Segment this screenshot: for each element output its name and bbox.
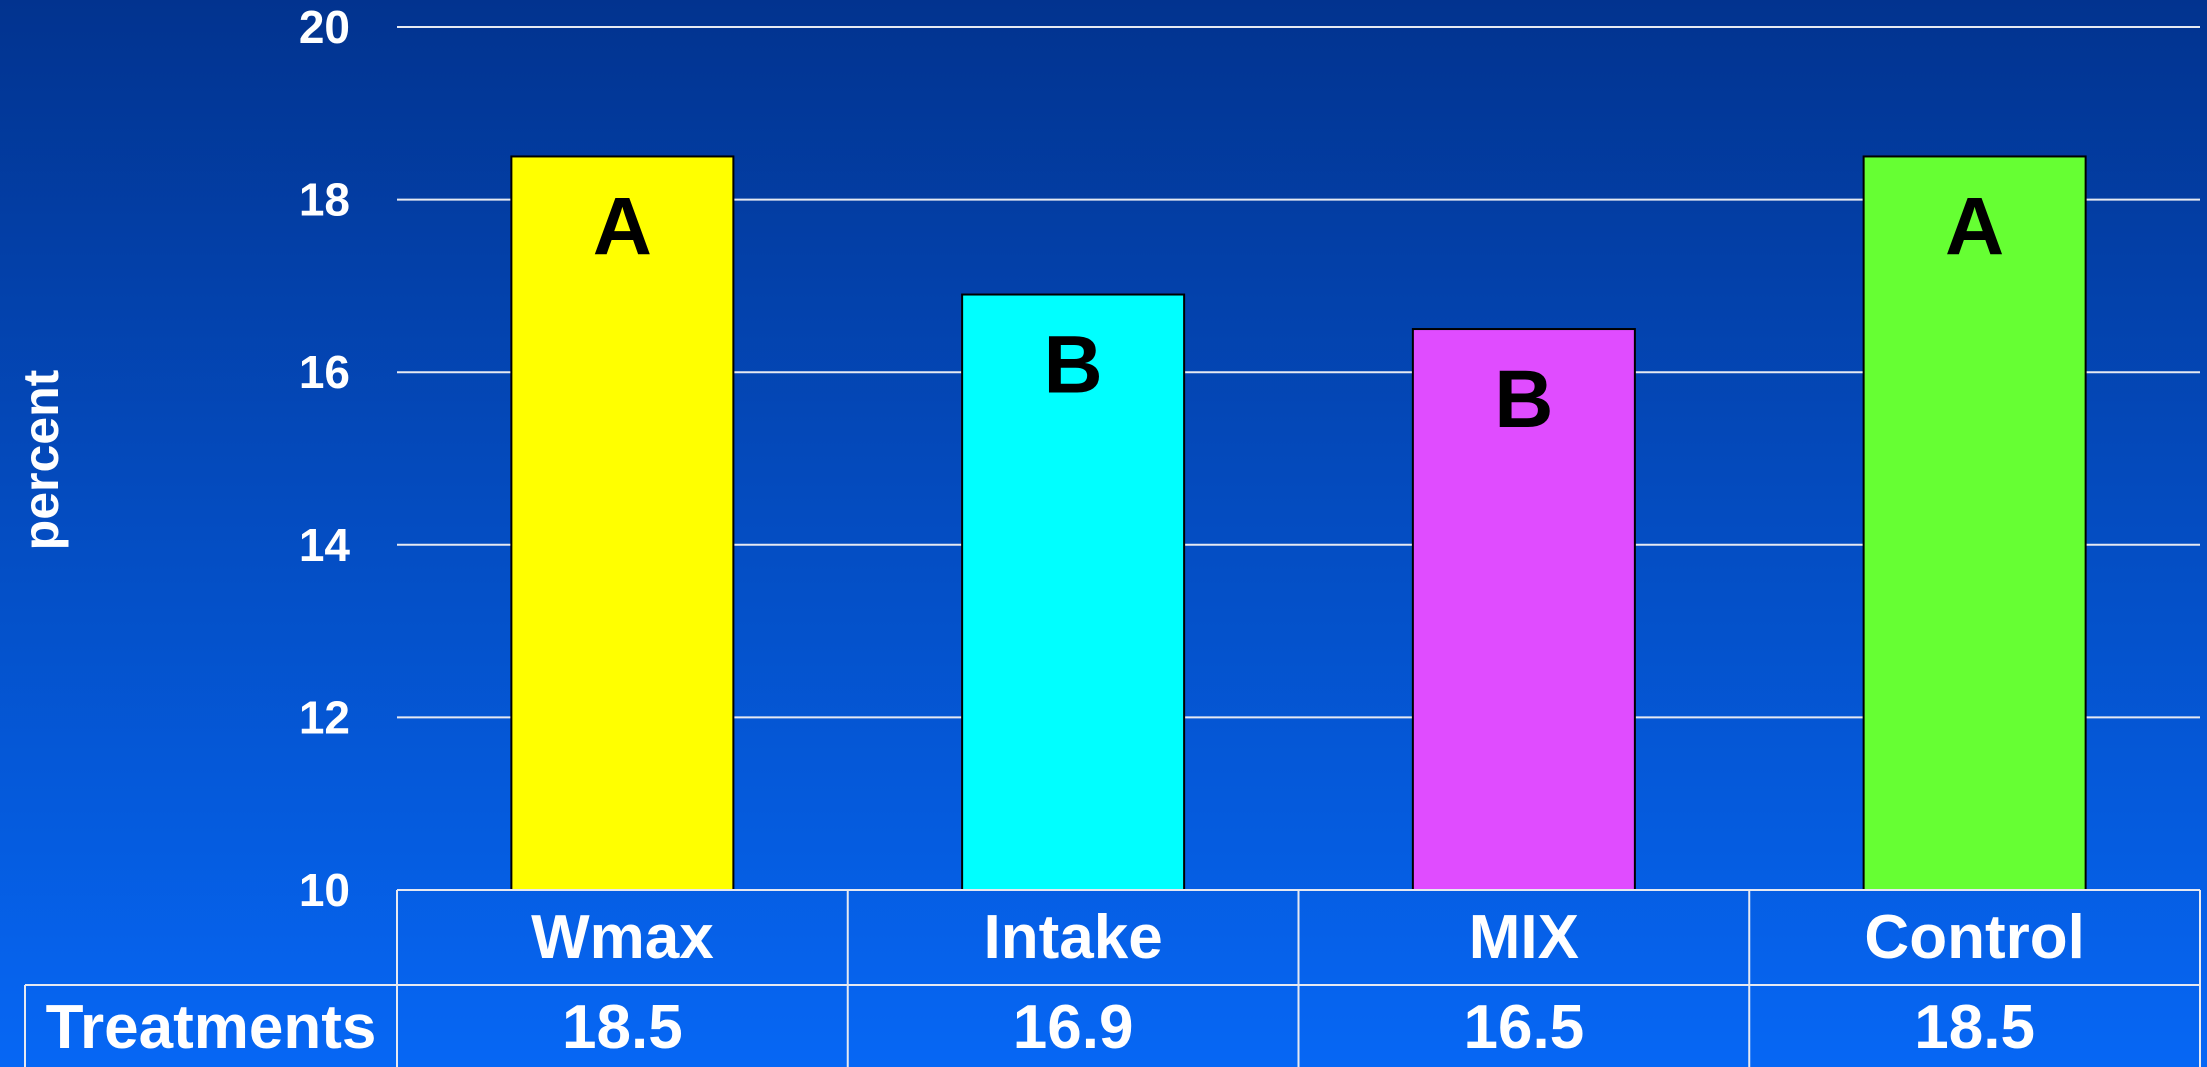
significance-letter: A bbox=[593, 181, 652, 272]
table-value-cell: 16.5 bbox=[1464, 993, 1585, 1062]
y-tick-label: 18 bbox=[299, 174, 350, 226]
y-tick-label: 12 bbox=[299, 691, 350, 743]
x-tick-label: Wmax bbox=[531, 903, 714, 972]
bar bbox=[1862, 155, 2087, 891]
y-tick-label: 20 bbox=[299, 1, 350, 53]
table-value-cell: 18.5 bbox=[1914, 993, 2035, 1062]
significance-letter: A bbox=[1945, 181, 2004, 272]
significance-letter: B bbox=[1044, 320, 1103, 411]
x-tick-label: MIX bbox=[1469, 903, 1579, 972]
table-row-label: Treatments bbox=[46, 993, 377, 1062]
bar bbox=[961, 293, 1186, 891]
y-axis-tick-labels: 10 12 14 16 18 20 bbox=[299, 1, 351, 916]
y-tick-label: 14 bbox=[299, 519, 351, 571]
significance-letter: B bbox=[1494, 354, 1553, 445]
y-tick-label: 10 bbox=[299, 864, 350, 916]
x-tick-label: Control bbox=[1864, 903, 2084, 972]
bars: A B B A bbox=[510, 155, 2087, 891]
bar bbox=[510, 155, 735, 891]
y-tick-label: 16 bbox=[299, 346, 350, 398]
data-table: Wmax Intake MIX Control Treatments 18.5 16.9 16… bbox=[24, 889, 2201, 1067]
table-value-cell: 16.9 bbox=[1013, 993, 1134, 1062]
y-axis-label: percent bbox=[13, 369, 69, 550]
x-tick-label: Intake bbox=[984, 903, 1163, 972]
table-value-cell: 18.5 bbox=[562, 993, 683, 1062]
